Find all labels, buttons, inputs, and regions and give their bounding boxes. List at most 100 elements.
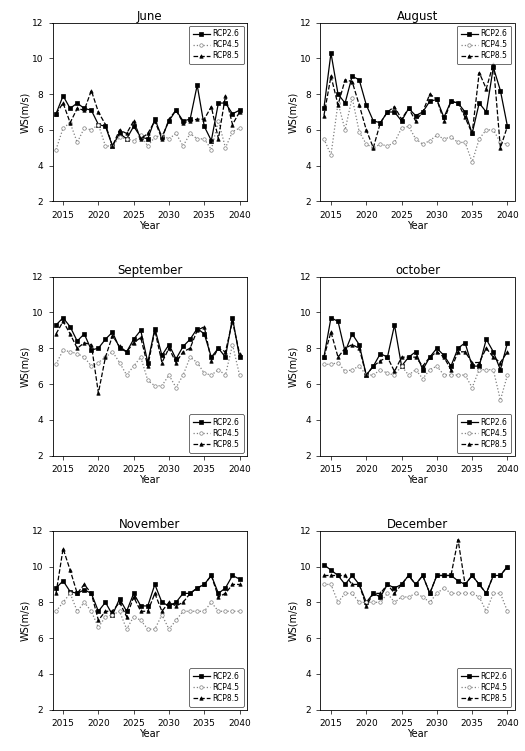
RCP2.6	[187, 115, 193, 124]
RCP8.5	[131, 116, 137, 125]
RCP4.5	[180, 607, 186, 616]
RCP4.5	[145, 376, 151, 385]
RCP4.5	[166, 625, 172, 634]
RCP2.6	[131, 122, 137, 131]
RCP8.5	[159, 134, 165, 143]
RCP2.6	[229, 110, 236, 119]
RCP8.5	[413, 580, 419, 589]
RCP8.5	[321, 353, 327, 362]
RCP4.5	[152, 625, 158, 634]
RCP8.5	[328, 327, 334, 336]
RCP8.5	[405, 353, 412, 362]
RCP4.5	[434, 131, 440, 140]
RCP2.6	[427, 353, 433, 362]
RCP8.5	[201, 322, 207, 331]
Line: RCP4.5: RCP4.5	[322, 583, 509, 613]
RCP4.5	[60, 345, 66, 354]
RCP4.5	[342, 589, 348, 598]
RCP4.5	[398, 124, 405, 133]
RCP8.5	[131, 593, 137, 602]
RCP4.5	[455, 589, 461, 598]
RCP8.5	[462, 580, 468, 589]
Y-axis label: WS(m/s): WS(m/s)	[288, 599, 299, 641]
RCP2.6	[469, 571, 475, 580]
RCP2.6	[377, 349, 384, 358]
RCP2.6	[215, 98, 222, 107]
RCP8.5	[109, 331, 116, 340]
RCP4.5	[152, 382, 158, 391]
RCP8.5	[194, 584, 201, 593]
Line: RCP2.6: RCP2.6	[322, 316, 509, 377]
RCP4.5	[483, 365, 489, 374]
RCP4.5	[159, 611, 165, 620]
RCP2.6	[102, 598, 109, 607]
RCP8.5	[483, 344, 489, 353]
RCP2.6	[229, 571, 236, 580]
RCP8.5	[187, 116, 193, 125]
RCP2.6	[356, 340, 362, 349]
RCP8.5	[490, 59, 497, 68]
RCP2.6	[413, 580, 419, 589]
RCP8.5	[434, 347, 440, 356]
RCP2.6	[145, 602, 151, 611]
RCP2.6	[462, 580, 468, 589]
RCP8.5	[398, 115, 405, 124]
RCP4.5	[215, 116, 222, 125]
RCP8.5	[109, 607, 116, 616]
RCP2.6	[384, 107, 391, 116]
RCP4.5	[53, 145, 59, 154]
RCP2.6	[427, 589, 433, 598]
RCP2.6	[342, 98, 348, 107]
RCP4.5	[88, 607, 94, 616]
RCP2.6	[321, 560, 327, 569]
RCP4.5	[476, 593, 482, 602]
RCP2.6	[405, 353, 412, 362]
RCP2.6	[505, 122, 511, 131]
RCP4.5	[109, 611, 116, 620]
RCP4.5	[356, 361, 362, 370]
Legend: RCP2.6, RCP4.5, RCP8.5: RCP2.6, RCP4.5, RCP8.5	[457, 414, 511, 453]
RCP8.5	[236, 107, 243, 116]
RCP4.5	[88, 361, 94, 370]
RCP2.6	[490, 63, 497, 72]
RCP4.5	[328, 360, 334, 369]
RCP4.5	[505, 607, 511, 616]
Legend: RCP2.6, RCP4.5, RCP8.5: RCP2.6, RCP4.5, RCP8.5	[189, 668, 244, 707]
RCP2.6	[53, 321, 59, 330]
Title: october: october	[395, 264, 440, 276]
RCP8.5	[194, 326, 201, 335]
RCP2.6	[109, 141, 116, 150]
RCP8.5	[349, 580, 355, 589]
RCP4.5	[138, 353, 144, 362]
RCP4.5	[60, 124, 66, 133]
X-axis label: Year: Year	[139, 729, 160, 739]
RCP4.5	[434, 361, 440, 370]
RCP2.6	[60, 92, 66, 101]
RCP4.5	[490, 125, 497, 134]
RCP4.5	[413, 134, 419, 143]
RCP8.5	[405, 571, 412, 580]
RCP4.5	[476, 365, 482, 374]
RCP8.5	[159, 358, 165, 367]
RCP4.5	[349, 589, 355, 598]
RCP4.5	[88, 125, 94, 134]
RCP8.5	[490, 353, 497, 362]
Y-axis label: WS(m/s): WS(m/s)	[288, 92, 299, 133]
RCP2.6	[370, 589, 376, 598]
RCP8.5	[328, 571, 334, 580]
RCP4.5	[208, 598, 215, 607]
RCP8.5	[180, 347, 186, 356]
X-axis label: Year: Year	[407, 475, 428, 485]
RCP4.5	[123, 370, 130, 379]
RCP8.5	[391, 102, 397, 111]
RCP2.6	[391, 584, 397, 593]
RCP8.5	[469, 358, 475, 367]
RCP4.5	[229, 127, 236, 136]
RCP4.5	[53, 607, 59, 616]
RCP2.6	[131, 589, 137, 598]
RCP2.6	[434, 344, 440, 353]
RCP4.5	[363, 370, 370, 379]
RCP8.5	[117, 125, 123, 134]
RCP8.5	[384, 107, 391, 116]
RCP2.6	[427, 97, 433, 106]
